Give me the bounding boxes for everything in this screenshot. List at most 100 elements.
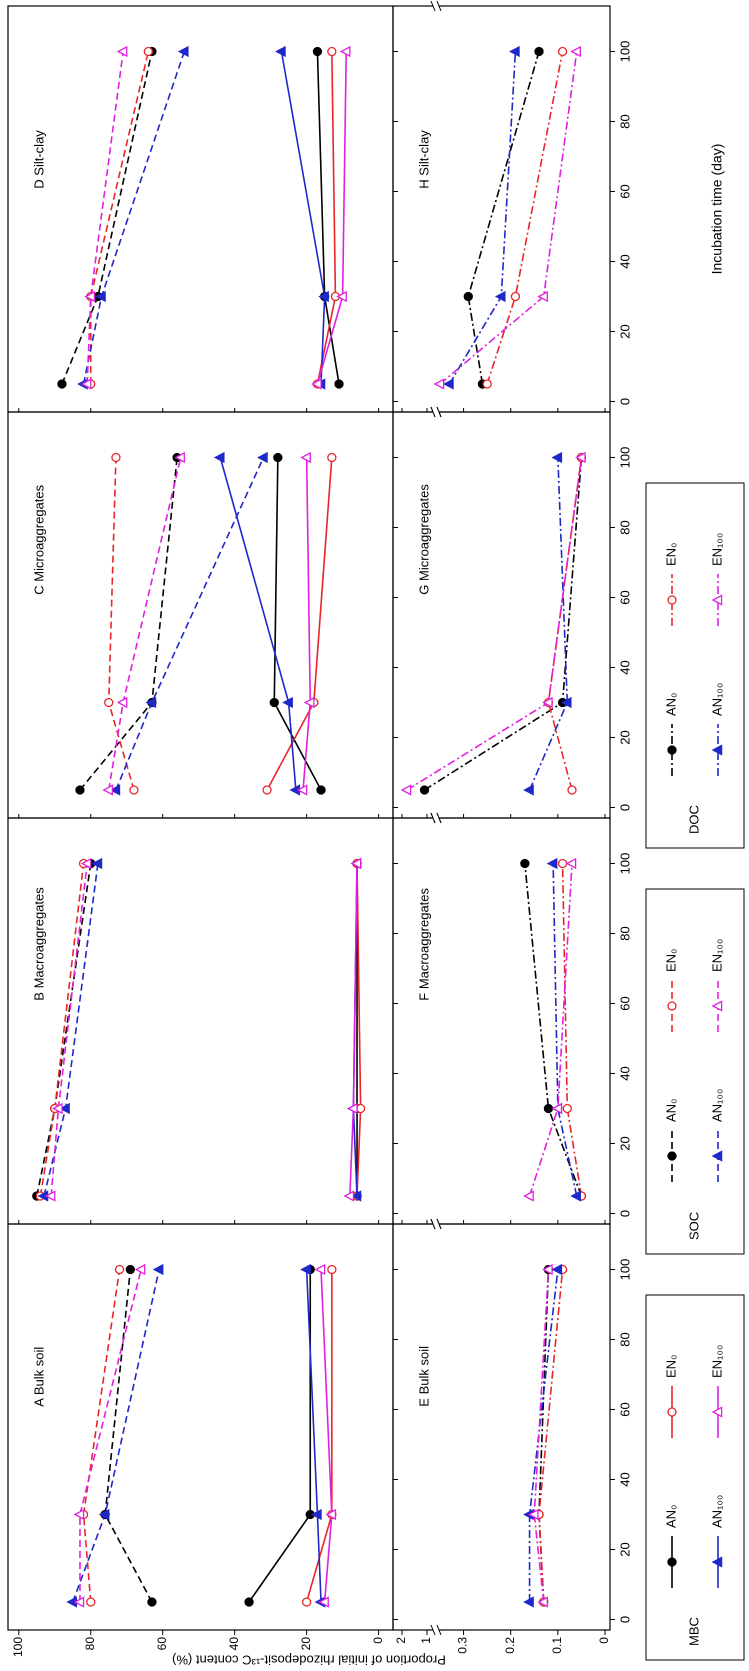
marker — [400, 784, 412, 796]
marker — [350, 1190, 362, 1202]
series-line — [302, 457, 312, 791]
legend-label: EN₀ — [663, 1355, 678, 1378]
x-tick-label: 20 — [617, 730, 632, 744]
marker — [463, 291, 473, 302]
marker — [57, 379, 67, 389]
series-line — [89, 51, 150, 384]
legend-label: AN₁₀₀ — [709, 1495, 724, 1528]
marker — [510, 291, 521, 302]
marker — [520, 858, 530, 869]
x-tick-label: 20 — [617, 324, 632, 338]
marker — [523, 1190, 534, 1202]
legend-label: AN₀ — [663, 693, 678, 716]
panel-title: F Macroaggregates — [416, 887, 431, 1000]
marker — [557, 46, 568, 57]
y-tick-label: 0.3 — [456, 1637, 470, 1654]
marker — [433, 378, 445, 390]
marker — [300, 451, 311, 464]
marker — [177, 45, 189, 58]
axis-break — [436, 1624, 442, 1636]
series-line — [524, 863, 583, 1197]
x-tick-label: 60 — [617, 590, 632, 604]
series-line — [320, 1269, 333, 1603]
marker — [494, 290, 506, 303]
x-tick-label: 20 — [617, 1136, 632, 1150]
marker — [311, 378, 322, 390]
marker — [311, 1508, 322, 1521]
x-tick-label: 100 — [617, 41, 632, 63]
marker — [711, 594, 723, 606]
panel-title: E Bulk soil — [416, 1346, 431, 1407]
x-tick-label: 80 — [617, 1332, 632, 1346]
marker — [667, 1407, 677, 1417]
panel-frame — [7, 5, 394, 413]
rotated-figure: A Bulk soil 0 20 40 60 80 100 B Macroaggregates… — [7, 0, 745, 1668]
marker — [98, 1508, 110, 1521]
series-line — [547, 457, 583, 791]
series-line — [439, 51, 578, 385]
x-tick-label: 60 — [617, 996, 632, 1010]
series-line — [305, 1269, 322, 1603]
panel-title: B Macroaggregates — [31, 887, 46, 1001]
panel-title: H Silt-clay — [416, 130, 431, 189]
axis-break — [430, 406, 436, 418]
marker — [314, 1263, 326, 1276]
marker — [269, 697, 279, 708]
series-line — [273, 457, 322, 791]
legend-title: SOC — [686, 1212, 701, 1240]
series-line — [107, 457, 135, 791]
marker — [546, 857, 558, 870]
series-line — [115, 457, 265, 791]
marker — [316, 785, 326, 795]
y-tick-label: 0 — [597, 1637, 611, 1644]
y-axis-label: Proportion of initial rhizodeposit-¹³C c… — [172, 1653, 446, 1668]
marker — [482, 379, 492, 389]
marker — [275, 45, 286, 58]
series-line — [552, 863, 578, 1197]
marker — [575, 451, 586, 464]
axis-break — [430, 1624, 436, 1636]
marker — [59, 1102, 70, 1115]
marker — [257, 451, 268, 464]
marker — [347, 1102, 358, 1115]
x-tick-label: 40 — [617, 1066, 632, 1080]
series-line — [349, 863, 358, 1197]
marker — [570, 45, 581, 58]
axis-break-gap — [433, 1222, 439, 1226]
marker — [174, 451, 185, 464]
series-line — [316, 51, 337, 385]
legend-label: AN₁₀₀ — [709, 1089, 724, 1122]
marker — [143, 46, 153, 57]
y-tick-label: 1 — [419, 1637, 433, 1644]
legend-label: AN₀ — [663, 1505, 678, 1528]
marker — [262, 785, 272, 795]
marker — [327, 46, 337, 57]
marker — [711, 1000, 723, 1012]
marker — [557, 858, 568, 869]
marker — [318, 290, 329, 303]
axis-break-gap — [433, 4, 439, 8]
marker — [318, 1596, 329, 1608]
y-tick-label: 0.1 — [550, 1637, 564, 1654]
marker — [523, 1596, 534, 1608]
y-tick-label: 40 — [227, 1637, 241, 1651]
marker — [667, 1001, 677, 1011]
panel-title: A Bulk soil — [31, 1347, 46, 1407]
marker — [350, 857, 362, 870]
marker — [325, 1508, 337, 1521]
x-tick-label: 80 — [617, 926, 632, 940]
marker — [711, 1556, 723, 1568]
marker — [711, 744, 723, 756]
marker — [134, 1263, 146, 1276]
marker — [537, 290, 548, 303]
marker — [116, 696, 128, 709]
x-tick-label: 40 — [617, 1472, 632, 1486]
marker — [303, 696, 315, 709]
panel-frame — [392, 5, 611, 413]
marker — [51, 1102, 63, 1115]
x-tick-label: 80 — [617, 520, 632, 534]
x-axis-label: Incubation time (day) — [709, 144, 725, 275]
legend-title: DOC — [686, 805, 701, 834]
series-line — [533, 1269, 550, 1603]
marker — [296, 784, 308, 796]
